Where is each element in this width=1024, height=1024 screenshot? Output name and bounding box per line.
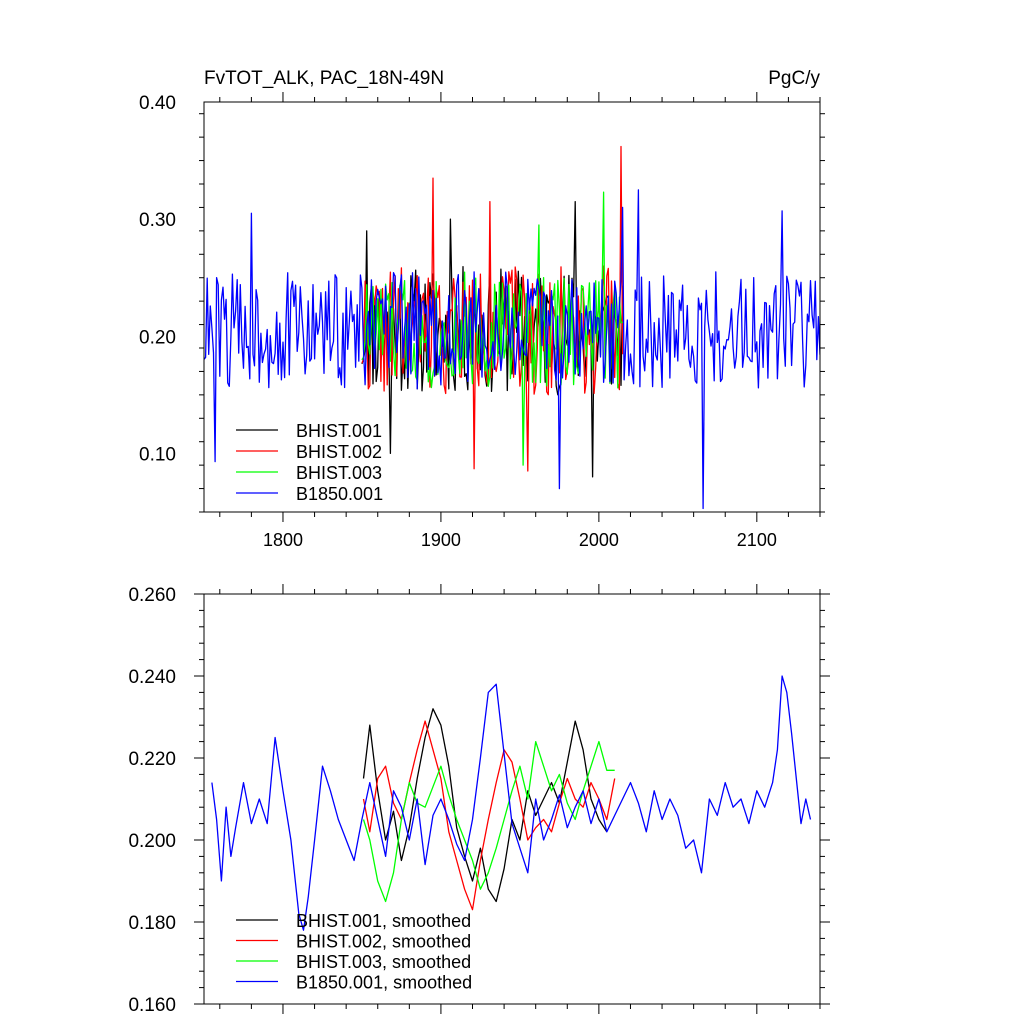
y-tick-label: 0.260 [128,585,176,606]
x-tick-label: 1800 [263,530,303,550]
series-line-2 [361,145,624,472]
legend-label: BHIST.002, smoothed [296,932,471,952]
series-line-2 [362,720,616,911]
y-tick-label: 0.160 [128,995,176,1016]
y-tick-label: 0.180 [128,913,176,934]
legend-label: BHIST.001, smoothed [296,911,471,931]
y-tick-label: 0.10 [139,444,176,465]
x-tick-label: 1900 [421,530,461,550]
plot-area [211,675,812,931]
legend-label: BHIST.003, smoothed [296,952,471,972]
chart-title: FvTOT_ALK, PAC_18N-49N [204,68,444,89]
legend-label: BHIST.001 [296,421,382,441]
top-panel: 1800 1900 2000 2100 0.10 0.20 0.30 0.40 BHIST.00… [139,92,825,550]
plot-area [204,145,820,510]
series-line-1 [362,708,608,903]
legend-label: BHIST.003 [296,463,382,483]
series-line-4 [204,189,820,510]
plot-frame [203,101,821,513]
series-line-3 [362,740,615,903]
y-tick-label: 0.240 [128,667,176,688]
units-label: PgC/y [768,68,820,89]
y-tick-label: 0.20 [139,327,176,348]
series-line-4 [211,675,812,931]
legend-label: B1850.001 [296,484,383,504]
legend-label: B1850.001, smoothed [296,973,472,993]
plot-frame [203,593,821,1005]
y-tick-label: 0.200 [128,831,176,852]
x-tick-label: 2100 [737,530,777,550]
y-axis: 0.10 0.20 0.30 0.40 [139,93,825,513]
y-tick-label: 0.40 [139,93,176,114]
y-tick-label: 0.220 [128,749,176,770]
x-axis: 1800 1900 2000 2100 [219,92,821,550]
legend-label: BHIST.002 [296,442,382,462]
x-axis [219,584,821,1014]
y-axis: 0.160 0.180 0.200 0.220 0.240 0.260 [128,585,830,1016]
y-tick-label: 0.30 [139,210,176,231]
x-tick-label: 2000 [579,530,619,550]
bottom-panel: 0.160 0.180 0.200 0.220 0.240 0.260 BHIST.001,… [128,584,830,1016]
